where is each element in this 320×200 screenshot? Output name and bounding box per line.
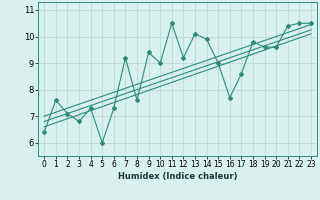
X-axis label: Humidex (Indice chaleur): Humidex (Indice chaleur) — [118, 172, 237, 181]
